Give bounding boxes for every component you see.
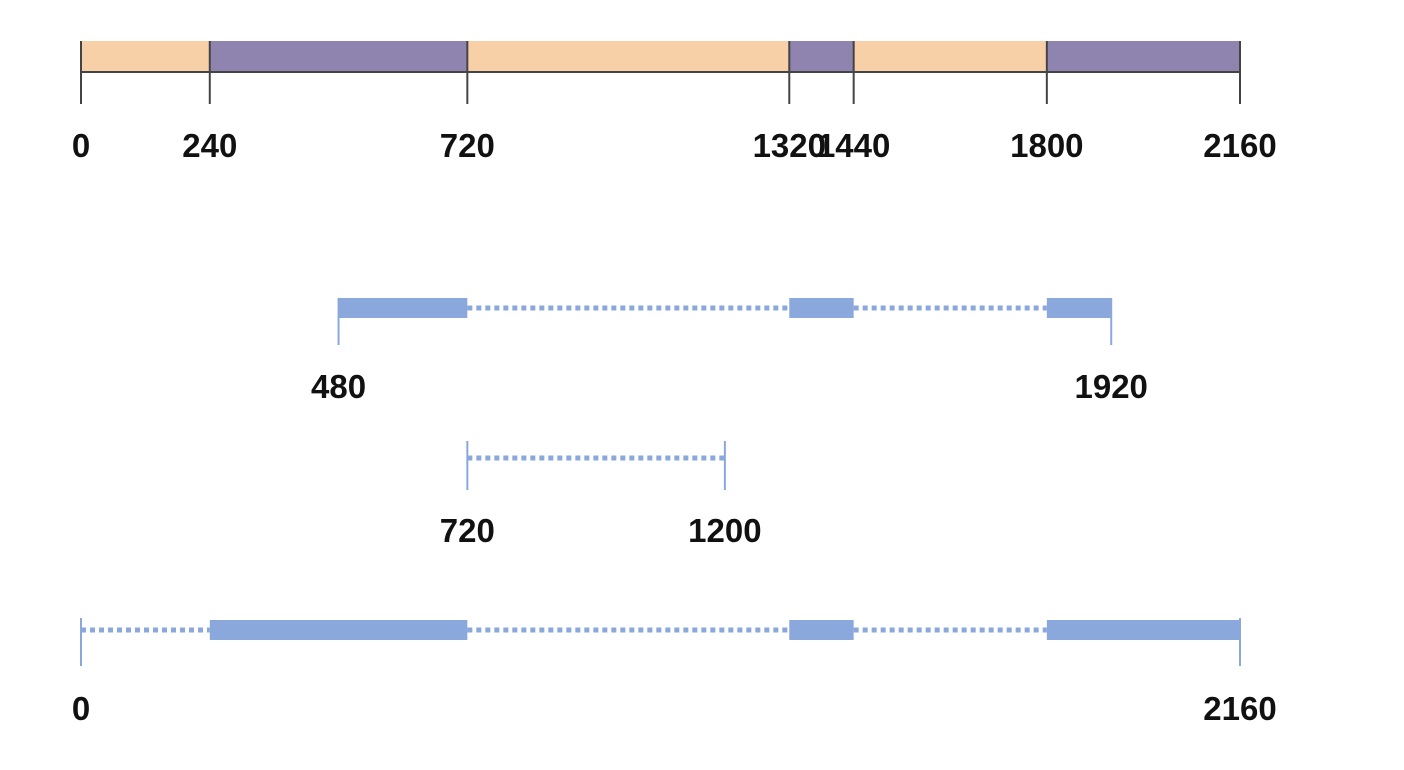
interval-solid-segment bbox=[1046, 298, 1112, 318]
interval-solid-segment bbox=[789, 620, 854, 640]
interval-480-1920: 480 1920 bbox=[311, 298, 1148, 405]
interval-solid-segment bbox=[209, 620, 468, 640]
timeline-tick-label: 1320 bbox=[753, 127, 826, 164]
timeline-tick-label: 720 bbox=[440, 127, 495, 164]
timeline-segment bbox=[853, 41, 1047, 72]
timeline-segment bbox=[209, 41, 468, 72]
interval-end-label: 2160 bbox=[1203, 690, 1276, 727]
interval-720-1200: 720 1200 bbox=[440, 441, 762, 549]
interval-end-label: 1200 bbox=[688, 512, 761, 549]
interval-solid-segment bbox=[789, 298, 854, 318]
timeline-segment bbox=[81, 41, 210, 72]
interval-end-label: 720 bbox=[440, 512, 495, 549]
timeline-tick-label: 0 bbox=[72, 127, 90, 164]
timeline-tick-label: 1800 bbox=[1010, 127, 1083, 164]
timeline-tick-label: 1440 bbox=[817, 127, 890, 164]
timeline-segment bbox=[467, 41, 790, 72]
timeline-segment bbox=[1046, 41, 1240, 72]
timeline-segment bbox=[789, 41, 854, 72]
interval-end-label: 1920 bbox=[1075, 368, 1148, 405]
interval-solid-segment bbox=[1046, 620, 1240, 640]
interval-0-2160: 0 2160 bbox=[72, 618, 1277, 727]
timeline-tick-label: 240 bbox=[182, 127, 237, 164]
timeline-tick-label: 2160 bbox=[1203, 127, 1276, 164]
interval-solid-segment bbox=[338, 298, 468, 318]
interval-end-label: 480 bbox=[311, 368, 366, 405]
interval-end-label: 0 bbox=[72, 690, 90, 727]
